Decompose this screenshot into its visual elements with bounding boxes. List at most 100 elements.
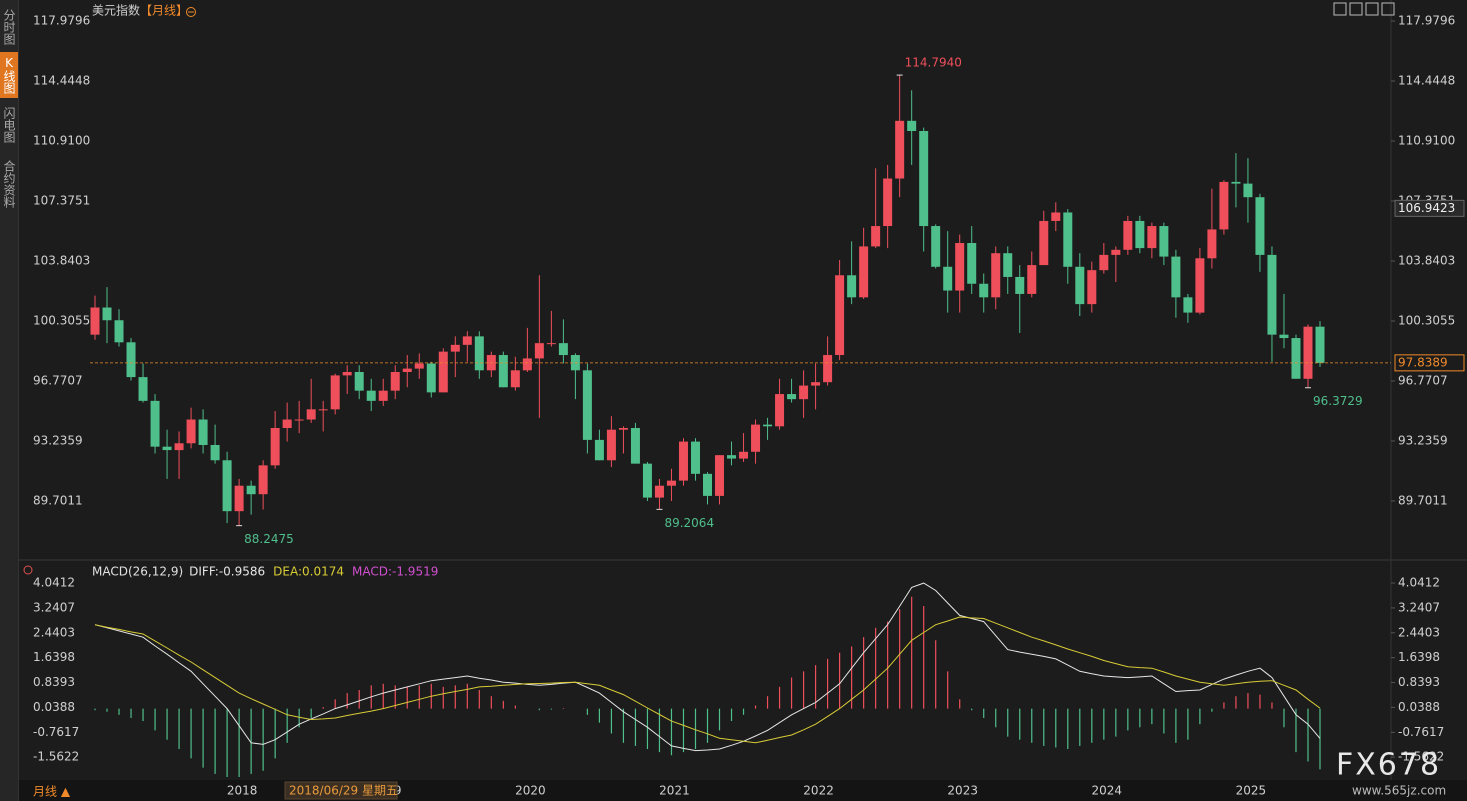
indicator-title: MACD(26,12,9) [92, 565, 183, 579]
extreme-label: 89.2064 [664, 516, 714, 530]
toolbar [1333, 2, 1395, 16]
candle-body [222, 460, 232, 512]
legend-entry: MACD:-1.9519 [352, 565, 438, 579]
candle-body [1231, 181, 1241, 184]
candle-body [1291, 338, 1301, 379]
tab[interactable]: 闪电图 [2, 107, 16, 143]
candle-body [835, 275, 845, 356]
legend-entry: DEA:0.0174 [273, 565, 344, 579]
candle-body [931, 226, 941, 267]
y-tick-label: 89.7011 [33, 493, 83, 507]
candle-body [522, 358, 532, 371]
candle-body [582, 370, 592, 440]
legend-entry: DIFF:-0.9586 [189, 565, 265, 579]
candle-body [823, 355, 833, 383]
candle-body [678, 441, 688, 481]
tool-button[interactable] [1349, 2, 1363, 16]
candle-body [943, 266, 953, 291]
y-tick-label: 100.3055 [33, 313, 90, 327]
candle-body [967, 243, 977, 284]
candle-body [1135, 220, 1145, 249]
period-button[interactable]: 月线 ▲ [33, 785, 71, 799]
x-tick-label: 2021 [659, 784, 690, 798]
y-tick-label: 107.3751 [33, 194, 90, 208]
candle-body [618, 428, 628, 430]
extreme-label: 96.3729 [1313, 394, 1363, 408]
y-tick-label: 117.9796 [33, 14, 90, 28]
candle-body [282, 419, 292, 429]
candle-body [534, 343, 544, 359]
x-tick-label: 2023 [947, 784, 978, 798]
y-tick-label: 0.8393 [33, 675, 75, 689]
tab[interactable]: 合约资料 [2, 160, 16, 208]
tab-active[interactable]: K线图 [0, 52, 18, 98]
period-icon[interactable] [186, 7, 196, 17]
candle-body [666, 480, 676, 486]
candle-body [1159, 226, 1169, 257]
y-tick-label: 114.4448 [33, 74, 90, 88]
candle-body [366, 390, 376, 401]
candle-body [114, 320, 124, 343]
candle-body [426, 363, 436, 393]
candle-body [162, 446, 172, 451]
candle-body [1243, 183, 1253, 198]
indicator-icon[interactable] [23, 565, 33, 575]
candle-body [1255, 197, 1265, 255]
candle-body [246, 485, 256, 495]
tab[interactable]: 分时图 [2, 9, 16, 45]
candle-body [1183, 297, 1193, 313]
candle-body [1171, 256, 1181, 298]
watermark: FX678 [1336, 748, 1441, 783]
candle-body [558, 343, 568, 356]
candle-body [1027, 265, 1037, 294]
candle-body [1051, 212, 1061, 221]
candle-body [1219, 181, 1229, 230]
candle-body [210, 444, 220, 461]
y-tick-label: 96.7707 [33, 373, 83, 387]
candle-body [1279, 334, 1289, 339]
extreme-label: 114.7940 [905, 56, 962, 70]
y-tick-label: -1.5622 [1398, 750, 1444, 764]
candle-body [991, 253, 1001, 298]
y-tick-label: 89.7011 [1398, 493, 1448, 507]
y-tick-label: 103.8403 [33, 254, 90, 268]
candle-body [378, 390, 388, 401]
candle-body [1315, 326, 1325, 363]
candle-body [390, 372, 400, 391]
y-tick-label: 110.9100 [33, 134, 90, 148]
candle-body [234, 485, 244, 512]
x-tick-label: 2020 [515, 784, 546, 798]
candle-body [462, 336, 472, 345]
tool-button[interactable] [1381, 2, 1395, 16]
candle-body [1003, 253, 1013, 277]
cursor-date-box [284, 781, 398, 800]
candle-body [630, 428, 640, 464]
cursor-date: 2018/06/29 星期五 [289, 784, 398, 798]
y-tick-label: -0.7617 [1398, 725, 1444, 739]
x-tick-label: 2024 [1092, 784, 1123, 798]
candle-body [594, 439, 604, 461]
candle-body [1087, 270, 1097, 305]
y-tick-label: 4.0412 [33, 576, 75, 590]
period-label: 【月线】 [140, 4, 188, 18]
tool-button[interactable] [1365, 2, 1379, 16]
y-tick-label: 4.0412 [1398, 576, 1440, 590]
candle-body [138, 377, 148, 401]
y-tick-label: 0.8393 [1398, 675, 1440, 689]
candle-body [907, 120, 917, 132]
candle-body [174, 443, 184, 451]
candle-body [438, 351, 448, 393]
candle-body [739, 451, 749, 459]
candle-body [90, 307, 100, 335]
candle-body [498, 355, 508, 388]
candle-body [895, 120, 905, 179]
cursor-price-box [1394, 199, 1465, 217]
candle-body [775, 394, 785, 427]
y-tick-label: 1.6398 [33, 650, 75, 664]
candle-body [270, 428, 280, 466]
x-tick-label: 2025 [1236, 784, 1267, 798]
candle-body [342, 372, 352, 376]
candle-body [787, 394, 797, 400]
tool-button[interactable] [1333, 2, 1347, 16]
